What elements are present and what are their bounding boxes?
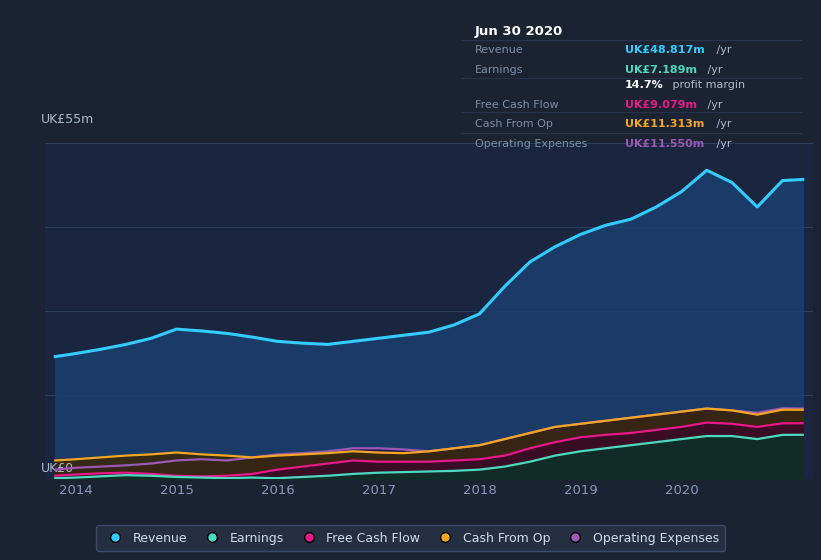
Text: UK£11.550m: UK£11.550m — [625, 139, 704, 149]
Text: UK£0: UK£0 — [41, 463, 75, 475]
Text: Cash From Op: Cash From Op — [475, 119, 553, 129]
Text: /yr: /yr — [713, 139, 732, 149]
Legend: Revenue, Earnings, Free Cash Flow, Cash From Op, Operating Expenses: Revenue, Earnings, Free Cash Flow, Cash … — [96, 525, 725, 551]
Text: Revenue: Revenue — [475, 45, 524, 55]
Text: UK£55m: UK£55m — [41, 113, 94, 126]
Text: Earnings: Earnings — [475, 65, 524, 75]
Text: UK£9.079m: UK£9.079m — [625, 100, 697, 110]
Text: UK£48.817m: UK£48.817m — [625, 45, 704, 55]
Text: /yr: /yr — [713, 45, 732, 55]
Text: UK£7.189m: UK£7.189m — [625, 65, 697, 75]
Text: Free Cash Flow: Free Cash Flow — [475, 100, 558, 110]
Text: profit margin: profit margin — [669, 80, 745, 90]
Text: UK£11.313m: UK£11.313m — [625, 119, 704, 129]
Text: Operating Expenses: Operating Expenses — [475, 139, 587, 149]
Text: /yr: /yr — [704, 100, 722, 110]
Text: 14.7%: 14.7% — [625, 80, 663, 90]
Text: /yr: /yr — [713, 119, 732, 129]
Text: /yr: /yr — [704, 65, 722, 75]
Text: Jun 30 2020: Jun 30 2020 — [475, 25, 563, 38]
